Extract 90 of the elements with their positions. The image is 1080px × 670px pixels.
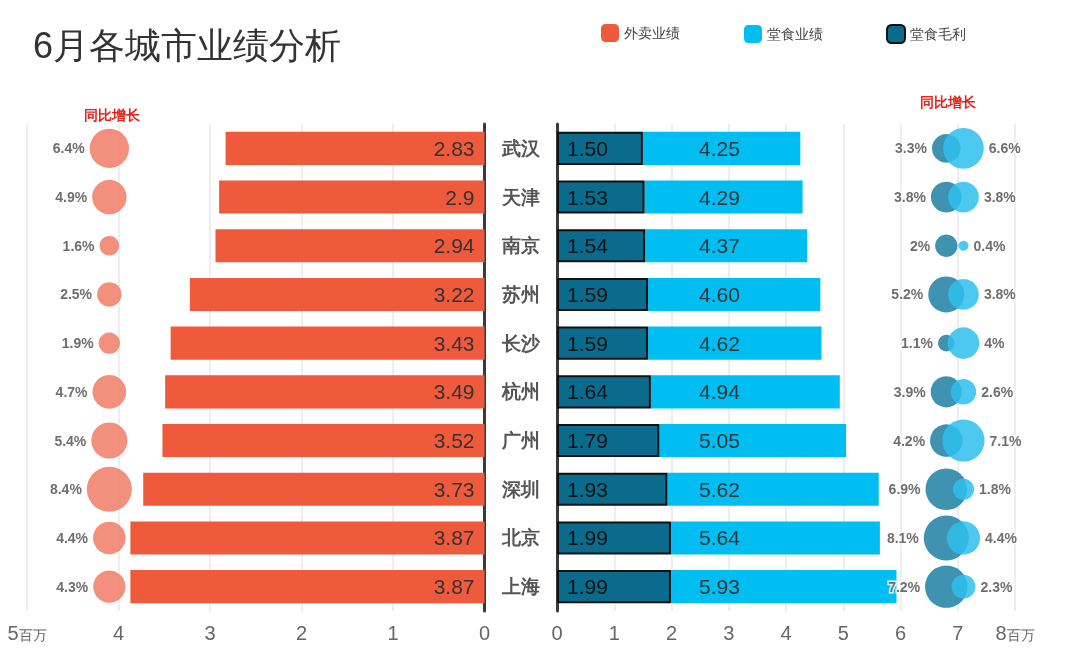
y-tick-label: 上海 xyxy=(500,576,540,598)
y-tick-label: 天津 xyxy=(500,186,540,208)
data-label: 2.83 xyxy=(433,136,475,160)
text: 同比增长 xyxy=(920,94,977,110)
data-label: 3.43 xyxy=(433,331,475,355)
data-label: 3.87 xyxy=(433,575,475,599)
data-label: 4.2% xyxy=(893,432,926,449)
data-label: 1.54 xyxy=(567,234,609,258)
y-tick-label: 南京 xyxy=(500,235,540,257)
data-label: 2% xyxy=(909,237,931,254)
data-label: 1.9% xyxy=(61,335,95,352)
data-label: 1.64 xyxy=(567,380,609,404)
data-label: 3.52 xyxy=(433,429,475,453)
data-label: 3.8% xyxy=(983,189,1017,206)
total-label: 4.62 xyxy=(699,331,740,355)
data-label: 3.87 xyxy=(433,526,475,550)
y-tick-label: 北京 xyxy=(500,527,540,549)
legend-label: 堂食业绩 xyxy=(767,26,823,42)
data-label: 5.4% xyxy=(54,432,87,449)
y-tick-label: 杭州 xyxy=(500,381,540,403)
data-label: 2.5% xyxy=(60,286,93,303)
data-label: 3.49 xyxy=(433,380,475,404)
data-label: 4.4% xyxy=(985,529,1018,546)
data-label: 1.59 xyxy=(567,282,608,306)
x-tick-label: 5百万 xyxy=(7,622,47,644)
data-label: 2.9 xyxy=(445,185,475,209)
data-label: 8.4% xyxy=(49,481,83,498)
legend-label: 外卖业绩 xyxy=(624,25,680,41)
data-label: 4.3% xyxy=(56,578,89,595)
data-label: 7.1% xyxy=(989,432,1022,449)
x-tick-label: 4 xyxy=(780,622,792,644)
data-label: 1.93 xyxy=(567,477,608,501)
total-label: 5.64 xyxy=(699,526,741,550)
chart-title: 6月各城市业绩分析 xyxy=(33,24,342,66)
data-label: 8.1% xyxy=(886,529,920,546)
data-label: 6.6% xyxy=(988,140,1022,157)
total-label: 5.05 xyxy=(699,429,740,453)
total-label: 4.60 xyxy=(699,282,740,306)
total-label: 5.93 xyxy=(699,575,740,599)
x-tick-label: 8百万 xyxy=(995,622,1035,644)
x-tick-label: 3 xyxy=(204,622,216,644)
data-label: 2.94 xyxy=(433,234,475,258)
data-label: 4.4% xyxy=(56,529,89,546)
total-label: 4.37 xyxy=(699,234,740,258)
data-label: 3.22 xyxy=(433,282,475,306)
data-label: 3.9% xyxy=(893,383,927,400)
data-label: 2.6% xyxy=(981,383,1014,400)
data-label: 1.99 xyxy=(567,526,608,550)
data-label: 3.8% xyxy=(983,286,1017,303)
x-tick-label: 4 xyxy=(112,622,125,644)
x-tick-label: 7 xyxy=(952,622,964,644)
data-label: 1.53 xyxy=(567,185,608,209)
y-tick-label: 苏州 xyxy=(500,283,540,305)
data-label: 4% xyxy=(984,335,1006,352)
data-label: 6.9% xyxy=(888,481,922,498)
data-label: 3.73 xyxy=(433,477,475,501)
data-label: 4.9% xyxy=(55,189,88,206)
data-label: 3.3% xyxy=(895,140,928,157)
total-label: 4.29 xyxy=(699,185,740,209)
data-label: 1.1% xyxy=(901,335,934,352)
data-label: 0.4% xyxy=(973,237,1006,254)
x-tick-label: 5 xyxy=(837,622,849,644)
data-label: 3.8% xyxy=(893,189,927,206)
x-tick-label: 2 xyxy=(665,622,678,644)
total-label: 5.62 xyxy=(699,477,740,501)
x-tick-label: 1 xyxy=(387,622,399,644)
x-tick-label: 0 xyxy=(551,622,563,644)
data-label: 5.2% xyxy=(891,286,924,303)
x-tick-label: 2 xyxy=(295,622,308,644)
x-tick-label: 3 xyxy=(723,622,735,644)
data-label: 1.8% xyxy=(979,481,1012,498)
x-tick-label: 0 xyxy=(478,622,491,644)
data-label: 1.6% xyxy=(62,237,96,254)
data-label: 1.79 xyxy=(567,429,608,453)
data-label: 1.50 xyxy=(567,136,608,160)
y-tick-label: 武汉 xyxy=(500,137,541,159)
total-label: 4.25 xyxy=(699,136,740,160)
x-tick-label: 1 xyxy=(608,622,620,644)
data-label: 1.59 xyxy=(567,331,608,355)
x-tick-label: 6 xyxy=(894,622,907,644)
legend-label: 堂食毛利 xyxy=(910,26,966,42)
data-label: 6.4% xyxy=(52,140,86,157)
data-label: 1.99 xyxy=(567,575,608,599)
total-label: 4.94 xyxy=(699,380,741,404)
data-label: 2.3% xyxy=(980,578,1013,595)
y-tick-label: 广州 xyxy=(500,430,540,452)
y-tick-label: 深圳 xyxy=(500,478,540,500)
y-tick-label: 长沙 xyxy=(500,332,541,354)
data-label: 4.7% xyxy=(55,383,89,400)
text: 同比增长 xyxy=(84,107,141,123)
